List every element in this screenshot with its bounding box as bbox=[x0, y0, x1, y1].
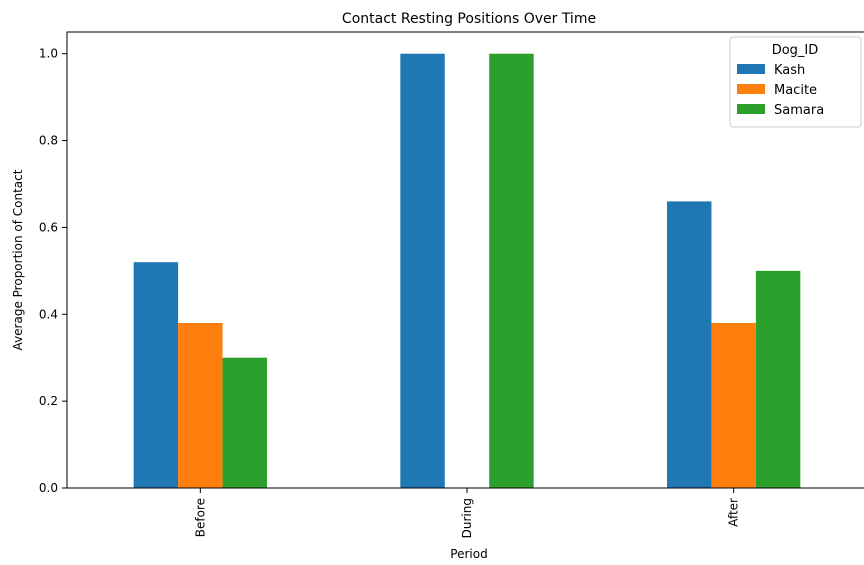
y-tick-label: 0.4 bbox=[39, 307, 58, 321]
y-tick-label: 0.8 bbox=[39, 134, 58, 148]
bars bbox=[133, 53, 801, 489]
legend-swatch-kash bbox=[737, 64, 765, 74]
legend-title: Dog_ID bbox=[772, 43, 819, 58]
y-tick-label: 0.0 bbox=[39, 481, 58, 495]
y-tick-label: 0.6 bbox=[39, 220, 58, 234]
legend-label-macite: Macite bbox=[774, 83, 817, 98]
x-tick-label: After bbox=[727, 498, 741, 527]
bar-kash-during bbox=[400, 53, 445, 489]
legend-label-kash: Kash bbox=[774, 63, 805, 78]
chart-title: Contact Resting Positions Over Time bbox=[342, 11, 596, 27]
plot-area: 0.0 0.2 0.4 0.6 0.8 1.0 Before During After bbox=[39, 31, 864, 538]
bar-samara-before bbox=[222, 357, 267, 488]
bar-kash-after bbox=[667, 201, 712, 488]
bar-samara-during bbox=[489, 53, 534, 489]
legend-swatch-samara bbox=[737, 104, 765, 114]
x-tick-label: During bbox=[460, 498, 474, 538]
x-axis-label: Period bbox=[450, 547, 487, 561]
bar-macite-after bbox=[711, 322, 756, 488]
legend: Dog_ID Kash Macite Samara bbox=[729, 36, 862, 128]
y-tick-label: 0.2 bbox=[39, 394, 58, 408]
y-tick-label: 1.0 bbox=[39, 47, 58, 61]
x-tick-label: Before bbox=[193, 498, 207, 537]
legend-swatch-macite bbox=[737, 84, 765, 94]
legend-label-samara: Samara bbox=[774, 103, 824, 118]
y-axis: 0.0 0.2 0.4 0.6 0.8 1.0 bbox=[39, 47, 67, 495]
y-axis-label: Average Proportion of Contact bbox=[11, 169, 25, 350]
bar-kash-before bbox=[133, 262, 179, 488]
x-axis: Before During After bbox=[193, 488, 741, 538]
bar-macite-before bbox=[178, 322, 223, 488]
bar-samara-after bbox=[755, 270, 801, 488]
